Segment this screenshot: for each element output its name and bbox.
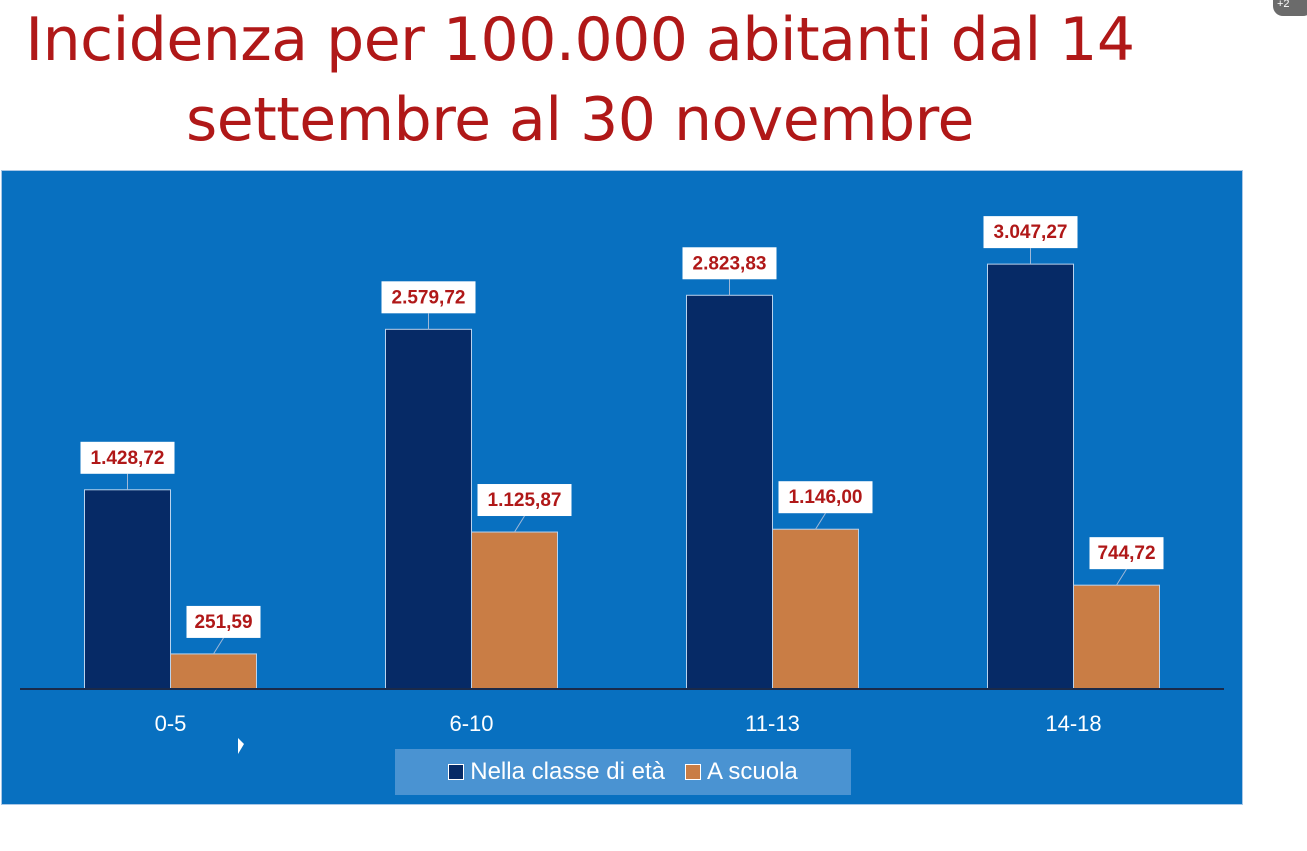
mouse-cursor-icon: [238, 738, 244, 754]
slide-title: Incidenza per 100.000 abitanti dal 14 se…: [0, 0, 1160, 160]
data-label-box: [477, 484, 572, 517]
x-tick-label-6-10: 6-10: [449, 711, 493, 736]
slide-title-line-1: Incidenza per 100.000 abitanti dal 14: [25, 5, 1135, 75]
x-tick-label-0-5: 0-5: [155, 711, 187, 736]
x-tick-label-14-18: 14-18: [1045, 711, 1101, 736]
chart-area: 1.428,72 251,59 0-5 2.579,72 1.125,87 6-10 2.8…: [1, 170, 1243, 805]
bar-a-scuola-11-13: [772, 528, 859, 690]
chart-legend: Nella classe di età A scuola: [395, 749, 851, 795]
data-label-a-scuola-6-10: 1.125,87: [488, 490, 562, 511]
data-label-leader: [514, 515, 525, 533]
participants-badge[interactable]: +2: [1273, 0, 1307, 16]
legend-swatch-series-2: [685, 764, 702, 780]
legend-label-series-1: Nella classe di età: [470, 758, 666, 785]
bar-a-scuola-14-18: [1073, 584, 1160, 690]
x-tick-label-11-13: 11-13: [745, 711, 800, 736]
legend-item-series-2: A scuola: [685, 758, 798, 786]
data-label-nella-classe-11-13: 2.823,83: [693, 253, 767, 274]
bar-a-scuola-0-5: [170, 653, 257, 690]
data-label-box: [1089, 537, 1164, 570]
data-label-a-scuola-0-5: 251,59: [194, 612, 252, 633]
data-label-nella-classe-0-5: 1.428,72: [91, 448, 165, 469]
bar-nella-classe-11-13: [686, 294, 773, 690]
bar-chart: 1.428,72 251,59 0-5 2.579,72 1.125,87 6-10 2.8…: [20, 216, 1224, 736]
data-label-leader: [213, 637, 224, 655]
legend-label-series-2: A scuola: [707, 758, 798, 785]
bar-nella-classe-0-5: [84, 489, 171, 690]
data-label-leader: [1116, 568, 1127, 586]
data-label-box: [778, 481, 873, 514]
bar-nella-classe-6-10: [385, 328, 472, 690]
data-label-a-scuola-14-18: 744,72: [1097, 543, 1155, 564]
legend-item-series-1: Nella classe di età: [448, 758, 665, 786]
data-label-leader: [815, 512, 826, 530]
data-label-box: [983, 216, 1078, 249]
bar-nella-classe-14-18: [987, 263, 1074, 690]
data-label-box: [80, 441, 175, 474]
slide-title-line-2: settembre al 30 novembre: [186, 85, 974, 155]
data-label-a-scuola-11-13: 1.146,00: [789, 487, 863, 508]
data-label-nella-classe-14-18: 3.047,27: [994, 222, 1068, 243]
data-label-box: [381, 281, 476, 314]
data-label-nella-classe-6-10: 2.579,72: [392, 287, 466, 308]
data-label-box: [186, 605, 261, 638]
bar-a-scuola-6-10: [471, 531, 558, 690]
data-label-box: [682, 247, 777, 280]
legend-swatch-series-1: [448, 764, 465, 780]
